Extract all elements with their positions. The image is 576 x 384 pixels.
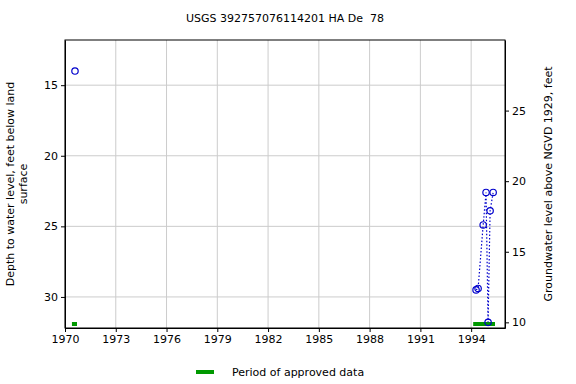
grid-line	[166, 40, 167, 328]
approved-period	[72, 322, 77, 326]
y-axis-title: Depth to water level, feet below landsur…	[4, 82, 30, 287]
data-point	[72, 68, 78, 74]
tick-mark	[65, 328, 66, 332]
tick: 15	[505, 246, 526, 259]
axis: 15 20 25 30	[44, 41, 66, 329]
tick-mark	[61, 226, 65, 227]
axis-line	[65, 41, 66, 329]
tick-label: 1985	[305, 333, 333, 346]
grid-line	[65, 226, 505, 227]
tick-label: 1988	[356, 333, 384, 346]
plot-area	[72, 68, 497, 326]
tick: 1973	[102, 328, 130, 346]
data-point	[480, 222, 486, 228]
tick-mark	[167, 328, 168, 332]
tick: 1988	[356, 328, 384, 346]
tick-label: 1994	[458, 333, 486, 346]
tick-label: 15	[44, 79, 58, 92]
tick-mark	[505, 252, 509, 253]
grid-line	[420, 40, 421, 328]
tick: 1976	[153, 328, 181, 346]
grid-line	[268, 40, 269, 328]
grid	[65, 40, 505, 328]
data-point	[490, 189, 496, 195]
y-axis-title-line: surface	[17, 163, 30, 204]
grid-line	[318, 40, 319, 328]
plot-frame	[65, 40, 505, 328]
grid-line	[471, 40, 472, 328]
tick-mark	[61, 85, 65, 86]
tick-mark	[505, 181, 509, 182]
tick: 25	[505, 105, 526, 118]
tick: 10	[505, 316, 526, 329]
tick-label: 1973	[102, 333, 130, 346]
tick-label: 1979	[204, 333, 232, 346]
y2-axis-title: Groundwater level above NGVD 1929, feet	[542, 66, 555, 302]
legend: Period of approved data	[196, 366, 364, 379]
grid-line	[65, 296, 505, 297]
axis-line	[66, 328, 506, 329]
tick-label: 15	[512, 246, 526, 259]
tick-mark	[319, 328, 320, 332]
legend-swatch	[196, 370, 214, 374]
tick-label: 25	[44, 220, 58, 233]
tick: 1991	[407, 328, 435, 346]
tick-mark	[268, 328, 269, 332]
chart: 1970 1973 1976 1979 1982 1985 1988 1991 1994 15 20…	[0, 0, 576, 384]
tick-mark	[420, 328, 421, 332]
axis-line	[505, 41, 506, 329]
grid-line	[217, 40, 218, 328]
title: USGS 392757076114201 HA De 78	[186, 12, 384, 25]
tick-mark	[505, 322, 509, 323]
tick: 1970	[52, 328, 80, 346]
tick-mark	[116, 328, 117, 332]
legend-label: Period of approved data	[232, 366, 364, 379]
tick-label: 25	[512, 105, 526, 118]
series-line	[476, 192, 493, 322]
grid-line	[65, 85, 505, 86]
data-point	[487, 208, 493, 214]
tick-mark	[505, 111, 509, 112]
tick-label: 30	[44, 291, 58, 304]
tick: 30	[44, 291, 65, 304]
tick: 20	[505, 175, 526, 188]
tick: 20	[44, 150, 65, 163]
tick-mark	[471, 328, 472, 332]
tick-label: 1991	[407, 333, 435, 346]
tick-label: 1982	[255, 333, 283, 346]
axis: 1970 1973 1976 1979 1982 1985 1988 1991 1994	[52, 328, 506, 346]
grid-line	[369, 40, 370, 328]
axis: 10 15 20 25	[505, 41, 526, 330]
tick-mark	[370, 328, 371, 332]
data-point	[485, 319, 491, 325]
grid-line	[65, 155, 505, 156]
tick-label: 1970	[52, 333, 80, 346]
y-axis-title-line: Depth to water level, feet below land	[4, 82, 17, 287]
tick-mark	[61, 297, 65, 298]
tick-label: 10	[512, 316, 526, 329]
data-point	[475, 285, 481, 291]
tick: 1979	[204, 328, 232, 346]
tick: 1985	[305, 328, 333, 346]
tick-label: 20	[44, 150, 58, 163]
tick-mark	[217, 328, 218, 332]
data-point	[483, 189, 489, 195]
tick: 1982	[255, 328, 283, 346]
grid-line	[115, 40, 116, 328]
tick: 15	[44, 79, 65, 92]
tick: 1994	[458, 328, 486, 346]
tick-label: 1976	[153, 333, 181, 346]
tick: 25	[44, 220, 65, 233]
tick-label: 20	[512, 175, 526, 188]
tick-mark	[61, 156, 65, 157]
